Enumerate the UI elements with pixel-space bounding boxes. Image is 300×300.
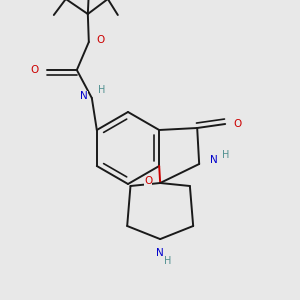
Text: H: H	[223, 150, 230, 160]
Text: O: O	[97, 35, 105, 45]
Text: O: O	[233, 119, 241, 129]
Text: N: N	[80, 91, 88, 101]
Text: H: H	[164, 256, 172, 266]
Text: O: O	[31, 65, 39, 75]
Text: N: N	[210, 155, 218, 165]
Text: N: N	[156, 248, 164, 258]
Text: H: H	[98, 85, 106, 95]
Text: O: O	[144, 176, 152, 186]
